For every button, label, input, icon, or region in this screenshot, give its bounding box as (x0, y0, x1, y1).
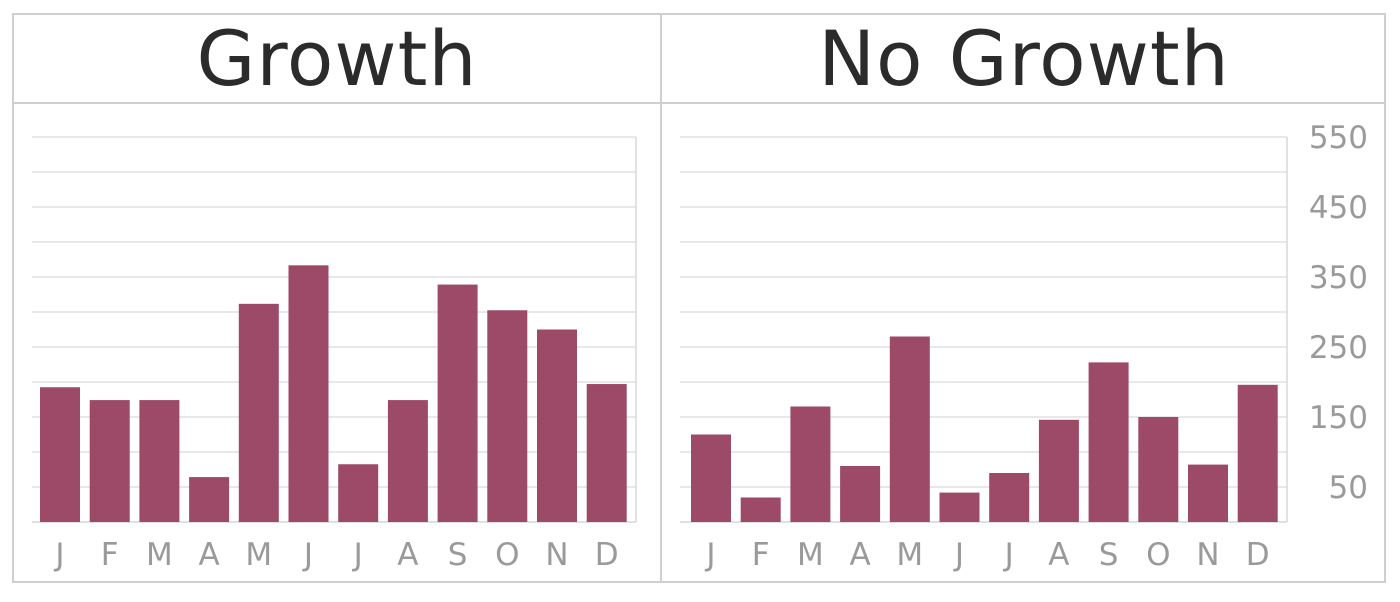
x-tick-label: N (545, 537, 568, 573)
x-tick-label: D (1246, 537, 1270, 573)
bar-no-growth-5 (939, 492, 980, 522)
x-tick-label: J (53, 537, 64, 573)
x-tick-label: J (704, 537, 715, 573)
x-tick-label: A (198, 537, 219, 573)
x-tick-label: J (1003, 537, 1014, 573)
x-tick-label: J (302, 537, 313, 573)
bar-no-growth-4 (889, 336, 930, 522)
bar-no-growth-10 (1188, 464, 1228, 522)
bar-growth-2 (139, 400, 180, 522)
bar-no-growth-1 (740, 497, 781, 522)
y-tick-label: 250 (1309, 330, 1368, 366)
x-tick-label: A (397, 537, 418, 573)
x-tick-label: J (352, 537, 363, 573)
title-divider (14, 102, 1384, 104)
x-tick-label: O (495, 537, 519, 573)
x-tick-label: F (101, 537, 119, 573)
bar-growth-11 (586, 384, 627, 522)
x-tick-label: O (1146, 537, 1170, 573)
bar-growth-9 (487, 310, 528, 522)
no-growth-title: No Growth (818, 14, 1230, 103)
x-tick-label: S (448, 537, 468, 573)
chart-frame: Growth No Growth (12, 13, 1386, 583)
bar-growth-4 (238, 303, 279, 522)
bar-no-growth-9 (1138, 417, 1179, 522)
bar-no-growth-0 (691, 434, 731, 522)
bar-no-growth-2 (790, 406, 831, 522)
growth-title: Growth (196, 14, 478, 103)
bar-growth-0 (40, 387, 80, 522)
y-tick-label: 450 (1309, 190, 1368, 226)
x-tick-label: M (146, 537, 173, 573)
x-tick-label: M (245, 537, 272, 573)
bar-growth-5 (288, 265, 329, 522)
bar-no-growth-11 (1237, 384, 1278, 522)
y-tick-label: 550 (1309, 120, 1368, 156)
bar-no-growth-8 (1088, 362, 1129, 522)
x-tick-label: M (797, 537, 824, 573)
x-tick-label: D (595, 537, 619, 573)
x-tick-label: S (1099, 537, 1119, 573)
bar-growth-3 (189, 477, 230, 522)
y-tick-label: 150 (1309, 400, 1368, 436)
y-tick-label: 350 (1309, 260, 1368, 296)
x-tick-label: A (1048, 537, 1069, 573)
x-tick-label: J (953, 537, 964, 573)
bar-growth-1 (89, 400, 130, 522)
bar-growth-6 (338, 464, 379, 522)
bar-no-growth-3 (840, 466, 881, 522)
y-tick-label: 50 (1329, 470, 1368, 506)
x-tick-label: N (1196, 537, 1219, 573)
bar-growth-7 (387, 400, 428, 522)
x-tick-label: A (849, 537, 870, 573)
bar-growth-10 (537, 329, 577, 522)
x-tick-label: F (752, 537, 770, 573)
bar-growth-8 (437, 284, 478, 522)
bar-no-growth-7 (1038, 419, 1079, 522)
panel-divider (660, 15, 662, 581)
x-tick-label: M (896, 537, 923, 573)
bar-no-growth-6 (989, 473, 1030, 522)
